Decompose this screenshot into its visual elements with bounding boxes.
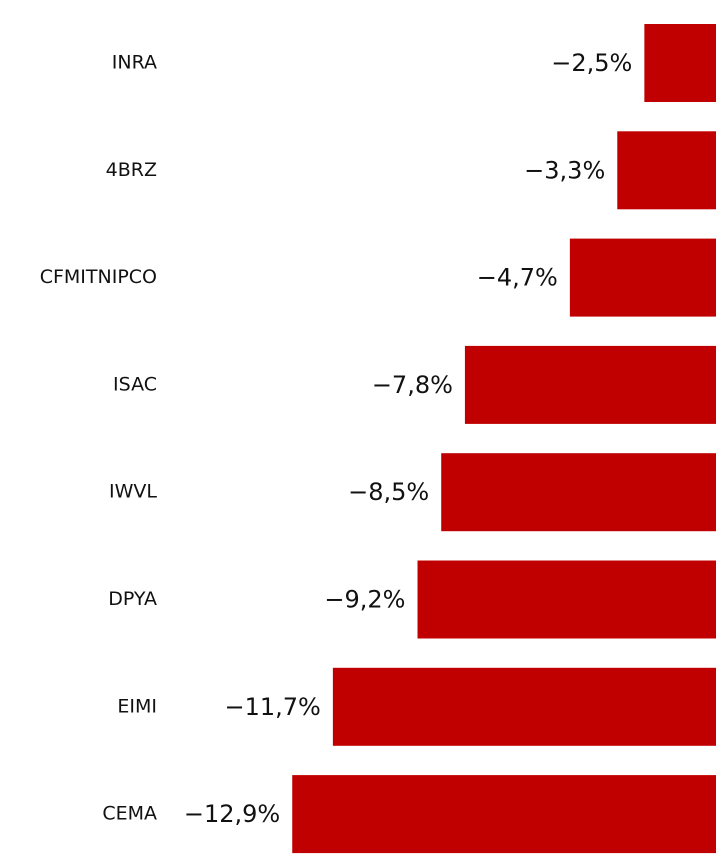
- bar: [569, 238, 716, 317]
- bar: [644, 24, 716, 102]
- bar: [441, 453, 716, 532]
- category-label: ISAC: [113, 373, 157, 395]
- category-label: 4BRZ: [106, 159, 157, 181]
- category-label: IWVL: [109, 481, 157, 503]
- bar: [292, 775, 716, 854]
- bar: [332, 667, 716, 746]
- value-label: −8,5%: [348, 478, 429, 506]
- category-label: EIMI: [117, 695, 157, 717]
- bar: [617, 131, 716, 210]
- value-label: −4,7%: [477, 264, 558, 292]
- category-label: DPYA: [108, 588, 157, 610]
- plot-area: [292, 24, 716, 854]
- bar: [464, 345, 716, 424]
- value-label: −2,5%: [551, 49, 632, 77]
- value-label: −7,8%: [372, 371, 453, 399]
- value-label: −9,2%: [324, 586, 405, 614]
- value-label: −11,7%: [225, 693, 321, 721]
- value-label: −12,9%: [184, 800, 280, 828]
- category-label: CEMA: [102, 803, 157, 825]
- category-label: CFMITNIPCO: [40, 266, 157, 288]
- bar: [417, 560, 716, 639]
- category-label: INRA: [112, 52, 157, 74]
- value-label: −3,3%: [524, 156, 605, 184]
